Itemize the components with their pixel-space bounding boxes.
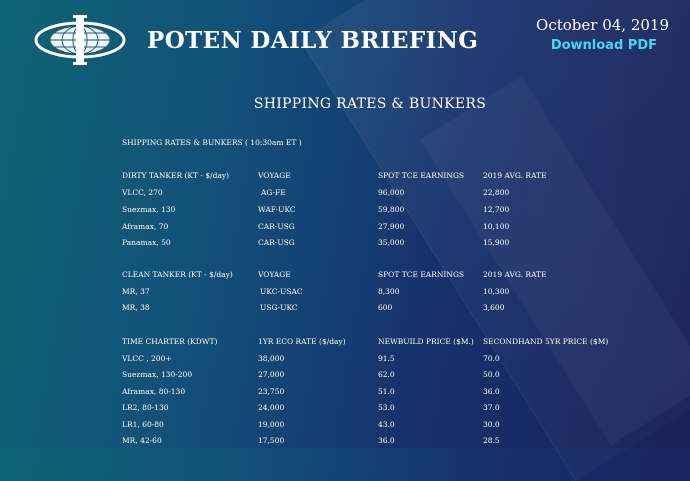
vessel-cell: Aframax, 80-130 — [122, 387, 186, 396]
voyage-cell: CAR-USG — [258, 222, 295, 231]
briefing-date: October 04, 2019 — [536, 16, 669, 34]
secondhand-price-cell: 37.0 — [483, 403, 500, 412]
table-header-row: DIRTY TANKER (KT - $/day) VOYAGE SPOT TC… — [0, 171, 690, 185]
vessel-cell: Suezmax, 130-200 — [122, 370, 193, 379]
voyage-cell: WAF-UKC — [258, 205, 296, 214]
poten-globe-logo-icon — [34, 15, 126, 65]
header-cell: SPOT TCE EARNINGS — [378, 270, 465, 279]
download-pdf-link[interactable]: Download PDF — [550, 38, 657, 53]
newbuild-price-cell: 51.0 — [378, 387, 395, 396]
header-cell: TIME CHARTER (KDWT) — [122, 337, 218, 346]
newbuild-price-cell: 53.0 — [378, 403, 395, 412]
secondhand-price-cell: 50.0 — [483, 370, 500, 379]
header-cell: CLEAN TANKER (KT - $/day) — [122, 270, 233, 279]
vessel-cell: LR1, 60-80 — [122, 420, 164, 429]
secondhand-price-cell: 30.0 — [483, 420, 500, 429]
brand-title: POTEN DAILY BRIEFING — [147, 27, 479, 54]
avg-rate-cell: 10,100 — [483, 222, 510, 231]
table-row: Aframax, 80-130 23,750 51.0 36.0 — [0, 387, 690, 401]
header-cell: SECONDHAND 5YR PRICE ($M) — [483, 337, 609, 346]
table-row: LR1, 60-80 19,000 43.0 30.0 — [0, 420, 690, 434]
eco-rate-cell: 19,000 — [258, 420, 285, 429]
vessel-cell: LR2, 80-130 — [122, 403, 169, 412]
newbuild-price-cell: 91.5 — [378, 354, 395, 363]
earnings-cell: 59,800 — [378, 205, 405, 214]
vessel-cell: Aframax, 70 — [122, 222, 169, 231]
earnings-cell: 27,900 — [378, 222, 405, 231]
secondhand-price-cell: 70.0 — [483, 354, 500, 363]
table-row: MR, 38 USG-UKC 600 3,600 — [0, 303, 690, 317]
table-row: VLCC, 270 AG-FE 96,000 22,800 — [0, 188, 690, 202]
voyage-cell: UKC-USAC — [260, 287, 303, 296]
header-cell: 2019 AVG. RATE — [483, 171, 547, 180]
page-subheading: SHIPPING RATES & BUNKERS ( 10:30am ET ) — [122, 138, 302, 147]
voyage-cell: USG-UKC — [260, 303, 298, 312]
header-cell: SPOT TCE EARNINGS — [378, 171, 465, 180]
earnings-cell: 600 — [378, 303, 393, 312]
header-cell: 1YR ECO RATE ($/day) — [258, 337, 346, 346]
header-cell: VOYAGE — [258, 171, 291, 180]
earnings-cell: 35,000 — [378, 238, 405, 247]
vessel-cell: Suezmax, 130 — [122, 205, 176, 214]
header-cell: 2019 AVG. RATE — [483, 270, 547, 279]
avg-rate-cell: 10,300 — [483, 287, 510, 296]
newbuild-price-cell: 36.0 — [378, 436, 395, 445]
table-row: VLCC , 200+ 38,000 91.5 70.0 — [0, 354, 690, 368]
voyage-cell: AG-FE — [261, 188, 286, 197]
eco-rate-cell: 38,000 — [258, 354, 285, 363]
table-row: Aframax, 70 CAR-USG 27,900 10,100 — [0, 222, 690, 236]
voyage-cell: CAR-USG — [258, 238, 295, 247]
avg-rate-cell: 3,600 — [483, 303, 505, 312]
newbuild-price-cell: 62.0 — [378, 370, 395, 379]
table-row: Suezmax, 130 WAF-UKC 59,800 12,700 — [0, 205, 690, 219]
vessel-cell: VLCC , 200+ — [122, 354, 172, 363]
page-heading: SHIPPING RATES & BUNKERS — [253, 96, 487, 112]
table-row: MR, 37 UKC-USAC 8,300 10,300 — [0, 287, 690, 301]
table-row: Panamax, 50 CAR-USG 35,000 15,900 — [0, 238, 690, 252]
avg-rate-cell: 15,900 — [483, 238, 510, 247]
earnings-cell: 96,000 — [378, 188, 405, 197]
vessel-cell: VLCC, 270 — [122, 188, 163, 197]
avg-rate-cell: 12,700 — [483, 205, 510, 214]
table-header-row: CLEAN TANKER (KT - $/day) VOYAGE SPOT TC… — [0, 270, 690, 284]
table-row: MR, 42-60 17,500 36.0 28.5 — [0, 436, 690, 450]
vessel-cell: Panamax, 50 — [122, 238, 171, 247]
newbuild-price-cell: 43.0 — [378, 420, 395, 429]
table-header-row: TIME CHARTER (KDWT) 1YR ECO RATE ($/day)… — [0, 337, 690, 351]
header-cell: VOYAGE — [258, 270, 291, 279]
vessel-cell: MR, 37 — [122, 287, 150, 296]
header-cell: NEWBUILD PRICE ($M.) — [378, 337, 474, 346]
eco-rate-cell: 17,500 — [258, 436, 285, 445]
earnings-cell: 8,300 — [378, 287, 400, 296]
secondhand-price-cell: 36.0 — [483, 387, 500, 396]
header-cell: DIRTY TANKER (KT - $/day) — [122, 171, 230, 180]
eco-rate-cell: 27,000 — [258, 370, 285, 379]
eco-rate-cell: 23,750 — [258, 387, 285, 396]
secondhand-price-cell: 28.5 — [483, 436, 500, 445]
avg-rate-cell: 22,800 — [483, 188, 510, 197]
table-row: Suezmax, 130-200 27,000 62.0 50.0 — [0, 370, 690, 384]
table-row: LR2, 80-130 24,000 53.0 37.0 — [0, 403, 690, 417]
eco-rate-cell: 24,000 — [258, 403, 285, 412]
vessel-cell: MR, 38 — [122, 303, 150, 312]
vessel-cell: MR, 42-60 — [122, 436, 162, 445]
